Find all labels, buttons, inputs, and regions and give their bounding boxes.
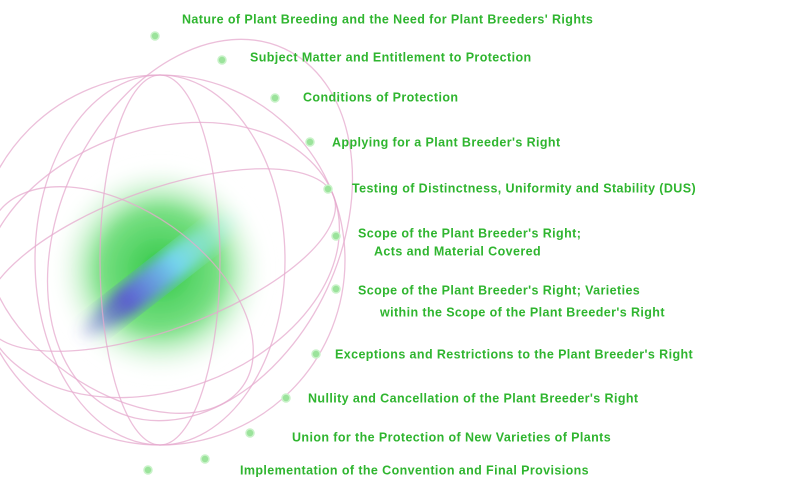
bullet-dot xyxy=(332,285,340,293)
menu-item-label: within the Scope of the Plant Breeder's … xyxy=(379,305,665,319)
menu-item[interactable]: Implementation of the Convention and Fin… xyxy=(201,455,589,477)
bullet-dot xyxy=(324,185,332,193)
menu-item[interactable]: Conditions of Protection xyxy=(271,90,458,104)
menu-item[interactable]: Union for the Protection of New Varietie… xyxy=(246,429,611,444)
menu-item-label: Exceptions and Restrictions to the Plant… xyxy=(335,347,694,361)
menu-item-label: Conditions of Protection xyxy=(303,90,458,104)
menu-item-label: Scope of the Plant Breeder's Right; Vari… xyxy=(358,283,640,297)
menu-item-label: Applying for a Plant Breeder's Right xyxy=(332,135,561,149)
course-menu: Nature of Plant Breeding and the Need fo… xyxy=(0,0,785,499)
bullet-dot xyxy=(271,94,279,102)
menu-item[interactable]: Exceptions and Restrictions to the Plant… xyxy=(312,347,694,361)
menu-item[interactable]: Applying for a Plant Breeder's Right xyxy=(306,135,561,149)
bullet-dot xyxy=(144,466,152,474)
menu-item-label: Implementation of the Convention and Fin… xyxy=(240,463,589,477)
bullet-dot xyxy=(306,138,314,146)
bullet-dot xyxy=(201,455,209,463)
bullet-dot xyxy=(332,232,340,240)
menu-item-label: Scope of the Plant Breeder's Right; xyxy=(358,226,581,240)
menu-item[interactable]: Nullity and Cancellation of the Plant Br… xyxy=(282,391,639,405)
menu-item[interactable]: Scope of the Plant Breeder's Right; Vari… xyxy=(332,283,665,319)
menu-item-label: Subject Matter and Entitlement to Protec… xyxy=(250,50,532,64)
bullet-dot xyxy=(151,32,159,40)
menu-item[interactable]: Scope of the Plant Breeder's Right; Acts … xyxy=(332,226,581,258)
bullet-dot xyxy=(282,394,290,402)
menu-item-label: Testing of Distinctness, Uniformity and … xyxy=(352,181,696,195)
menu-item-label: Union for the Protection of New Varietie… xyxy=(292,430,611,444)
menu-item-label: Nature of Plant Breeding and the Need fo… xyxy=(182,12,593,26)
final-exam-link[interactable] xyxy=(144,466,152,474)
menu-item[interactable]: Testing of Distinctness, Uniformity and … xyxy=(324,181,696,195)
bullet-dot xyxy=(218,56,226,64)
menu-item-label: Nullity and Cancellation of the Plant Br… xyxy=(308,391,639,405)
menu-item[interactable]: Subject Matter and Entitlement to Protec… xyxy=(218,50,532,64)
bullet-dot xyxy=(312,350,320,358)
menu-item-label: Acts and Material Covered xyxy=(374,244,541,258)
menu-item[interactable]: Nature of Plant Breeding and the Need fo… xyxy=(151,12,593,40)
bullet-dot xyxy=(246,429,254,437)
